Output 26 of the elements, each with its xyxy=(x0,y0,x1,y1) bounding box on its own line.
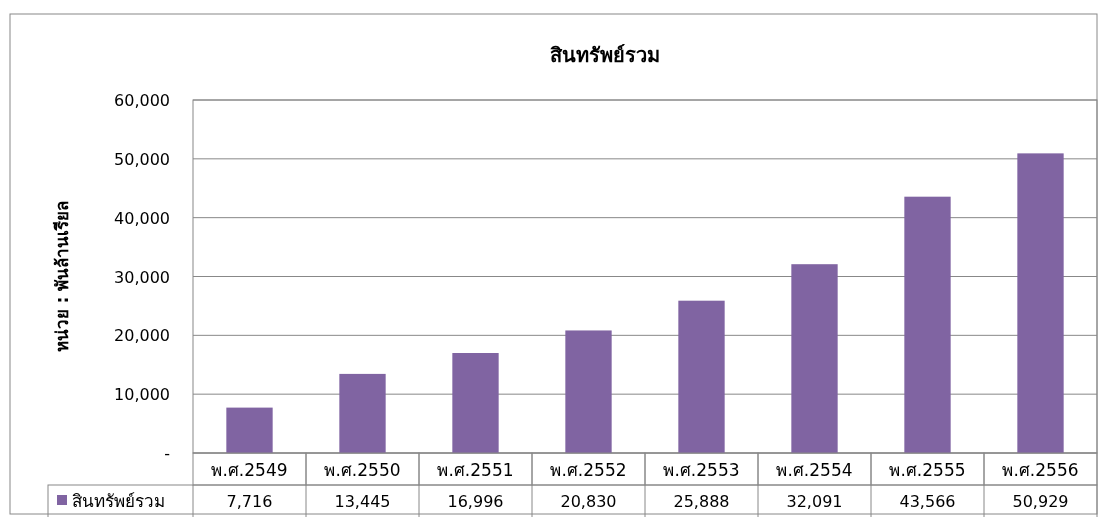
data-label: 7,716 xyxy=(226,492,273,511)
data-label: 50,929 xyxy=(1012,492,1069,511)
x-tick-label: พ.ศ.2553 xyxy=(663,460,740,480)
y-tick-label: 30,000 xyxy=(114,267,170,287)
data-label: 13,445 xyxy=(334,492,391,511)
data-label: 20,830 xyxy=(560,492,617,511)
data-label: 16,996 xyxy=(447,492,504,511)
y-tick-label: 60,000 xyxy=(114,91,170,110)
x-tick-label: พ.ศ.2549 xyxy=(211,460,288,480)
y-tick-label: - xyxy=(164,444,170,463)
x-tick-label: พ.ศ.2554 xyxy=(776,460,853,480)
y-axis-title: หน่วย : พันล้านเรียล xyxy=(52,200,72,353)
legend-label: สินทรัพย์รวม xyxy=(72,491,165,511)
data-label: 25,888 xyxy=(673,492,730,511)
chart-title: สินทรัพย์รวม xyxy=(550,43,660,67)
data-label: 32,091 xyxy=(786,492,843,511)
y-tick-label: 50,000 xyxy=(114,149,170,169)
x-tick-label: พ.ศ.2552 xyxy=(550,460,627,480)
y-tick-label: 10,000 xyxy=(114,385,170,405)
x-tick-label: พ.ศ.2550 xyxy=(324,460,401,480)
x-tick-label: พ.ศ.2556 xyxy=(1002,460,1079,480)
x-tick-label: พ.ศ.2551 xyxy=(437,460,514,480)
y-tick-label: 20,000 xyxy=(114,326,170,346)
y-tick-label: 40,000 xyxy=(114,208,170,228)
data-label: 43,566 xyxy=(899,492,956,511)
x-tick-label: พ.ศ.2555 xyxy=(889,460,966,480)
